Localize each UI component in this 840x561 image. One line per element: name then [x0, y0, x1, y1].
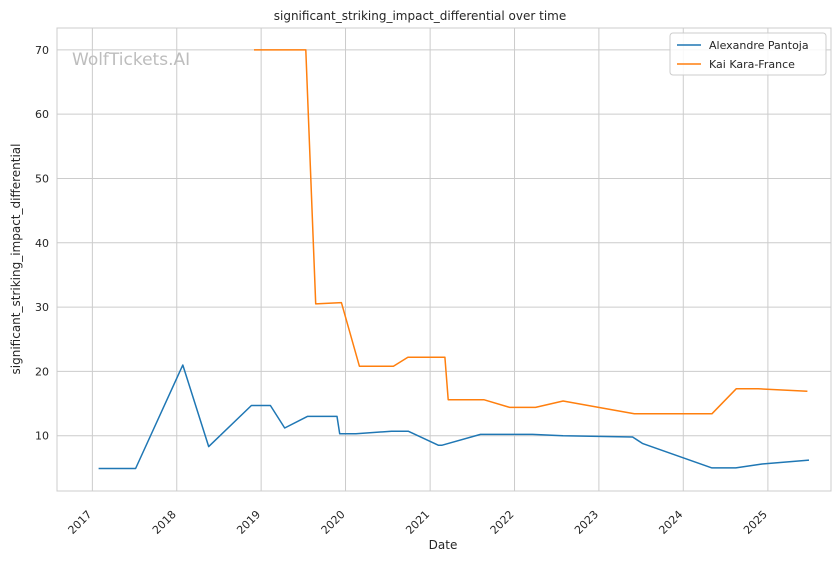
watermark: WolfTickets.AI [72, 50, 190, 70]
series-line-alexandre-pantoja [98, 364, 810, 470]
y-tick-label: 40 [35, 237, 49, 250]
chart-title: significant_striking_impact_differential… [274, 9, 566, 23]
plot-area-frame [56, 27, 832, 492]
legend: Alexandre Pantoja Kai Kara-France [669, 32, 827, 76]
y-tick-label: 50 [35, 172, 49, 185]
y-axis-ticks: 10 20 30 40 50 60 70 [35, 44, 49, 443]
y-tick-label: 20 [35, 365, 49, 378]
y-tick-label: 10 [35, 430, 49, 443]
series-layer [98, 49, 810, 470]
x-axis-title: Date [429, 538, 458, 552]
legend-label-kai-kara-france: Kai Kara-France [709, 58, 795, 71]
y-axis-title: significant_striking_impact_differential [9, 144, 23, 375]
y-tick-label: 70 [35, 44, 49, 57]
legend-label-alexandre-pantoja: Alexandre Pantoja [709, 39, 809, 52]
y-tick-label: 60 [35, 108, 49, 121]
legend-box [669, 32, 827, 76]
series-line-kai-kara-france [254, 49, 808, 415]
grid-lines [57, 28, 831, 491]
y-tick-label: 30 [35, 301, 49, 314]
